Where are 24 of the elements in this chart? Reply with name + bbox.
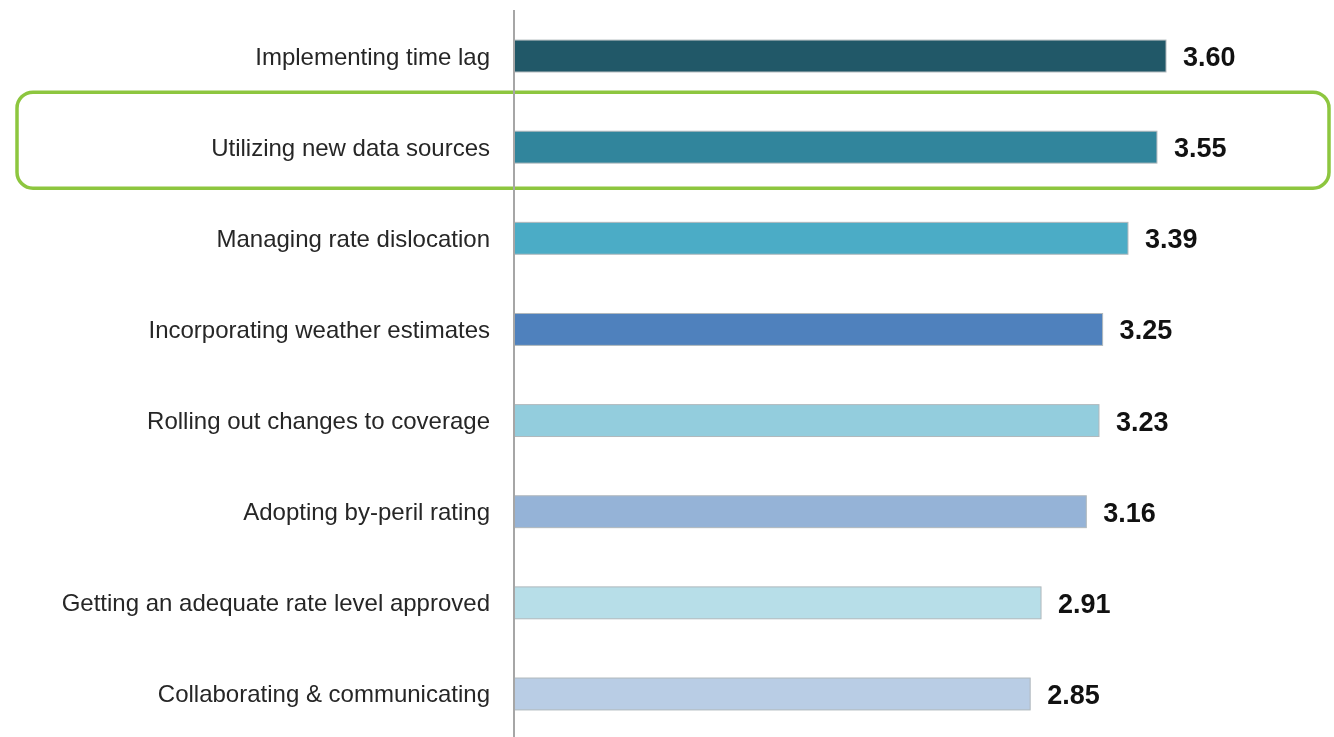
bar — [513, 130, 1158, 164]
data-label: 2.85 — [1047, 679, 1100, 710]
data-label: 2.91 — [1058, 588, 1111, 619]
bar — [513, 39, 1167, 73]
data-label: 3.55 — [1173, 133, 1227, 164]
y-tick-label: Rolling out changes to coverage — [147, 407, 490, 435]
y-tick-label: Utilizing new data sources — [211, 133, 490, 161]
y-tick-label: Collaborating & communicating — [157, 680, 490, 708]
data-label: 3.23 — [1115, 406, 1169, 437]
data-label: 3.16 — [1103, 497, 1156, 528]
bar — [513, 221, 1129, 255]
y-tick-label: Incorporating weather estimates — [148, 315, 490, 343]
bar — [513, 495, 1087, 529]
y-tick-label: Getting an adequate rate level approved — [61, 589, 490, 617]
bar — [513, 586, 1042, 620]
y-tick-label: Adopting by-peril rating — [243, 498, 490, 526]
data-label: 3.25 — [1119, 315, 1173, 346]
bar — [513, 677, 1031, 711]
data-label: 3.39 — [1144, 224, 1198, 255]
y-tick-label: Managing rate dislocation — [216, 224, 490, 252]
bar — [513, 404, 1100, 438]
y-tick-label: Implementing time lag — [255, 42, 490, 70]
data-label: 3.60 — [1183, 42, 1236, 73]
bar — [513, 312, 1104, 346]
